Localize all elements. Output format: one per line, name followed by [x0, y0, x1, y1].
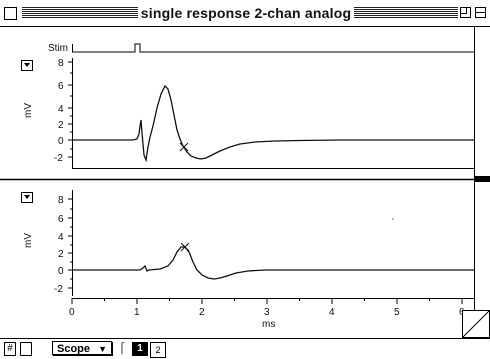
- close-box-icon[interactable]: [4, 7, 17, 20]
- x-tick-5: 5: [394, 307, 400, 318]
- x-tick-2: 2: [199, 307, 205, 318]
- x-tick-1: 1: [134, 307, 140, 318]
- bottom-y-tick-2: 2: [58, 249, 64, 260]
- window-title: single response 2-chan analog: [140, 4, 352, 22]
- bottom-trace: [72, 246, 474, 280]
- resize-icon[interactable]: [462, 310, 490, 338]
- bottom-y-tick-neg2: -2: [54, 284, 63, 295]
- triangle-down-icon[interactable]: [21, 60, 33, 71]
- top-y-tick-neg2: -2: [54, 153, 63, 164]
- x-tick-4: 4: [329, 307, 335, 318]
- stim-trace: [72, 43, 474, 53]
- x-tick-0: 0: [69, 307, 75, 318]
- triangle-down-icon[interactable]: [21, 192, 33, 203]
- bottom-y-tick-0: 0: [58, 266, 64, 277]
- top-y-tick-6: 6: [58, 81, 64, 92]
- tab-channel-2[interactable]: 2: [150, 342, 166, 358]
- grid-icon[interactable]: #: [4, 342, 16, 356]
- bottom-y-tick-8: 8: [58, 195, 64, 206]
- scope-dropdown[interactable]: Scope ▼: [52, 341, 112, 355]
- bottom-y-tick-4: 4: [58, 232, 64, 243]
- x-axis-label: ms: [262, 319, 275, 330]
- title-stripes-right: [354, 7, 458, 19]
- top-y-tick-8: 8: [58, 58, 64, 69]
- bottom-toolbar: # Scope ▼ ⌠ 1 2: [0, 338, 490, 359]
- top-y-unit: mV: [23, 103, 34, 118]
- chevron-down-icon: ▼: [98, 344, 107, 354]
- top-y-tick-0: 0: [58, 136, 64, 147]
- bottom-y-unit: mV: [23, 233, 34, 248]
- collapse-box-icon[interactable]: [475, 7, 486, 18]
- stray-dot: [392, 218, 394, 220]
- top-trace: [72, 84, 474, 163]
- title-bar[interactable]: single response 2-chan analog: [0, 0, 490, 27]
- bottom-y-tick-6: 6: [58, 214, 64, 225]
- scrollbar-split-handle[interactable]: [474, 176, 490, 182]
- page-icon[interactable]: [20, 342, 32, 356]
- top-y-tick-2: 2: [58, 120, 64, 131]
- top-cursor-marker: [179, 142, 189, 152]
- top-y-tick-4: 4: [58, 104, 64, 115]
- tab-channel-1[interactable]: 1: [132, 342, 148, 356]
- zoom-box-icon[interactable]: [460, 7, 471, 18]
- bottom-cursor-marker: [180, 242, 190, 252]
- cursor-tool-icon[interactable]: ⌠: [118, 342, 126, 354]
- stim-label: Stim: [48, 43, 68, 54]
- title-stripes-left: [22, 7, 138, 19]
- x-tick-3: 3: [264, 307, 270, 318]
- scope-label: Scope: [57, 343, 91, 355]
